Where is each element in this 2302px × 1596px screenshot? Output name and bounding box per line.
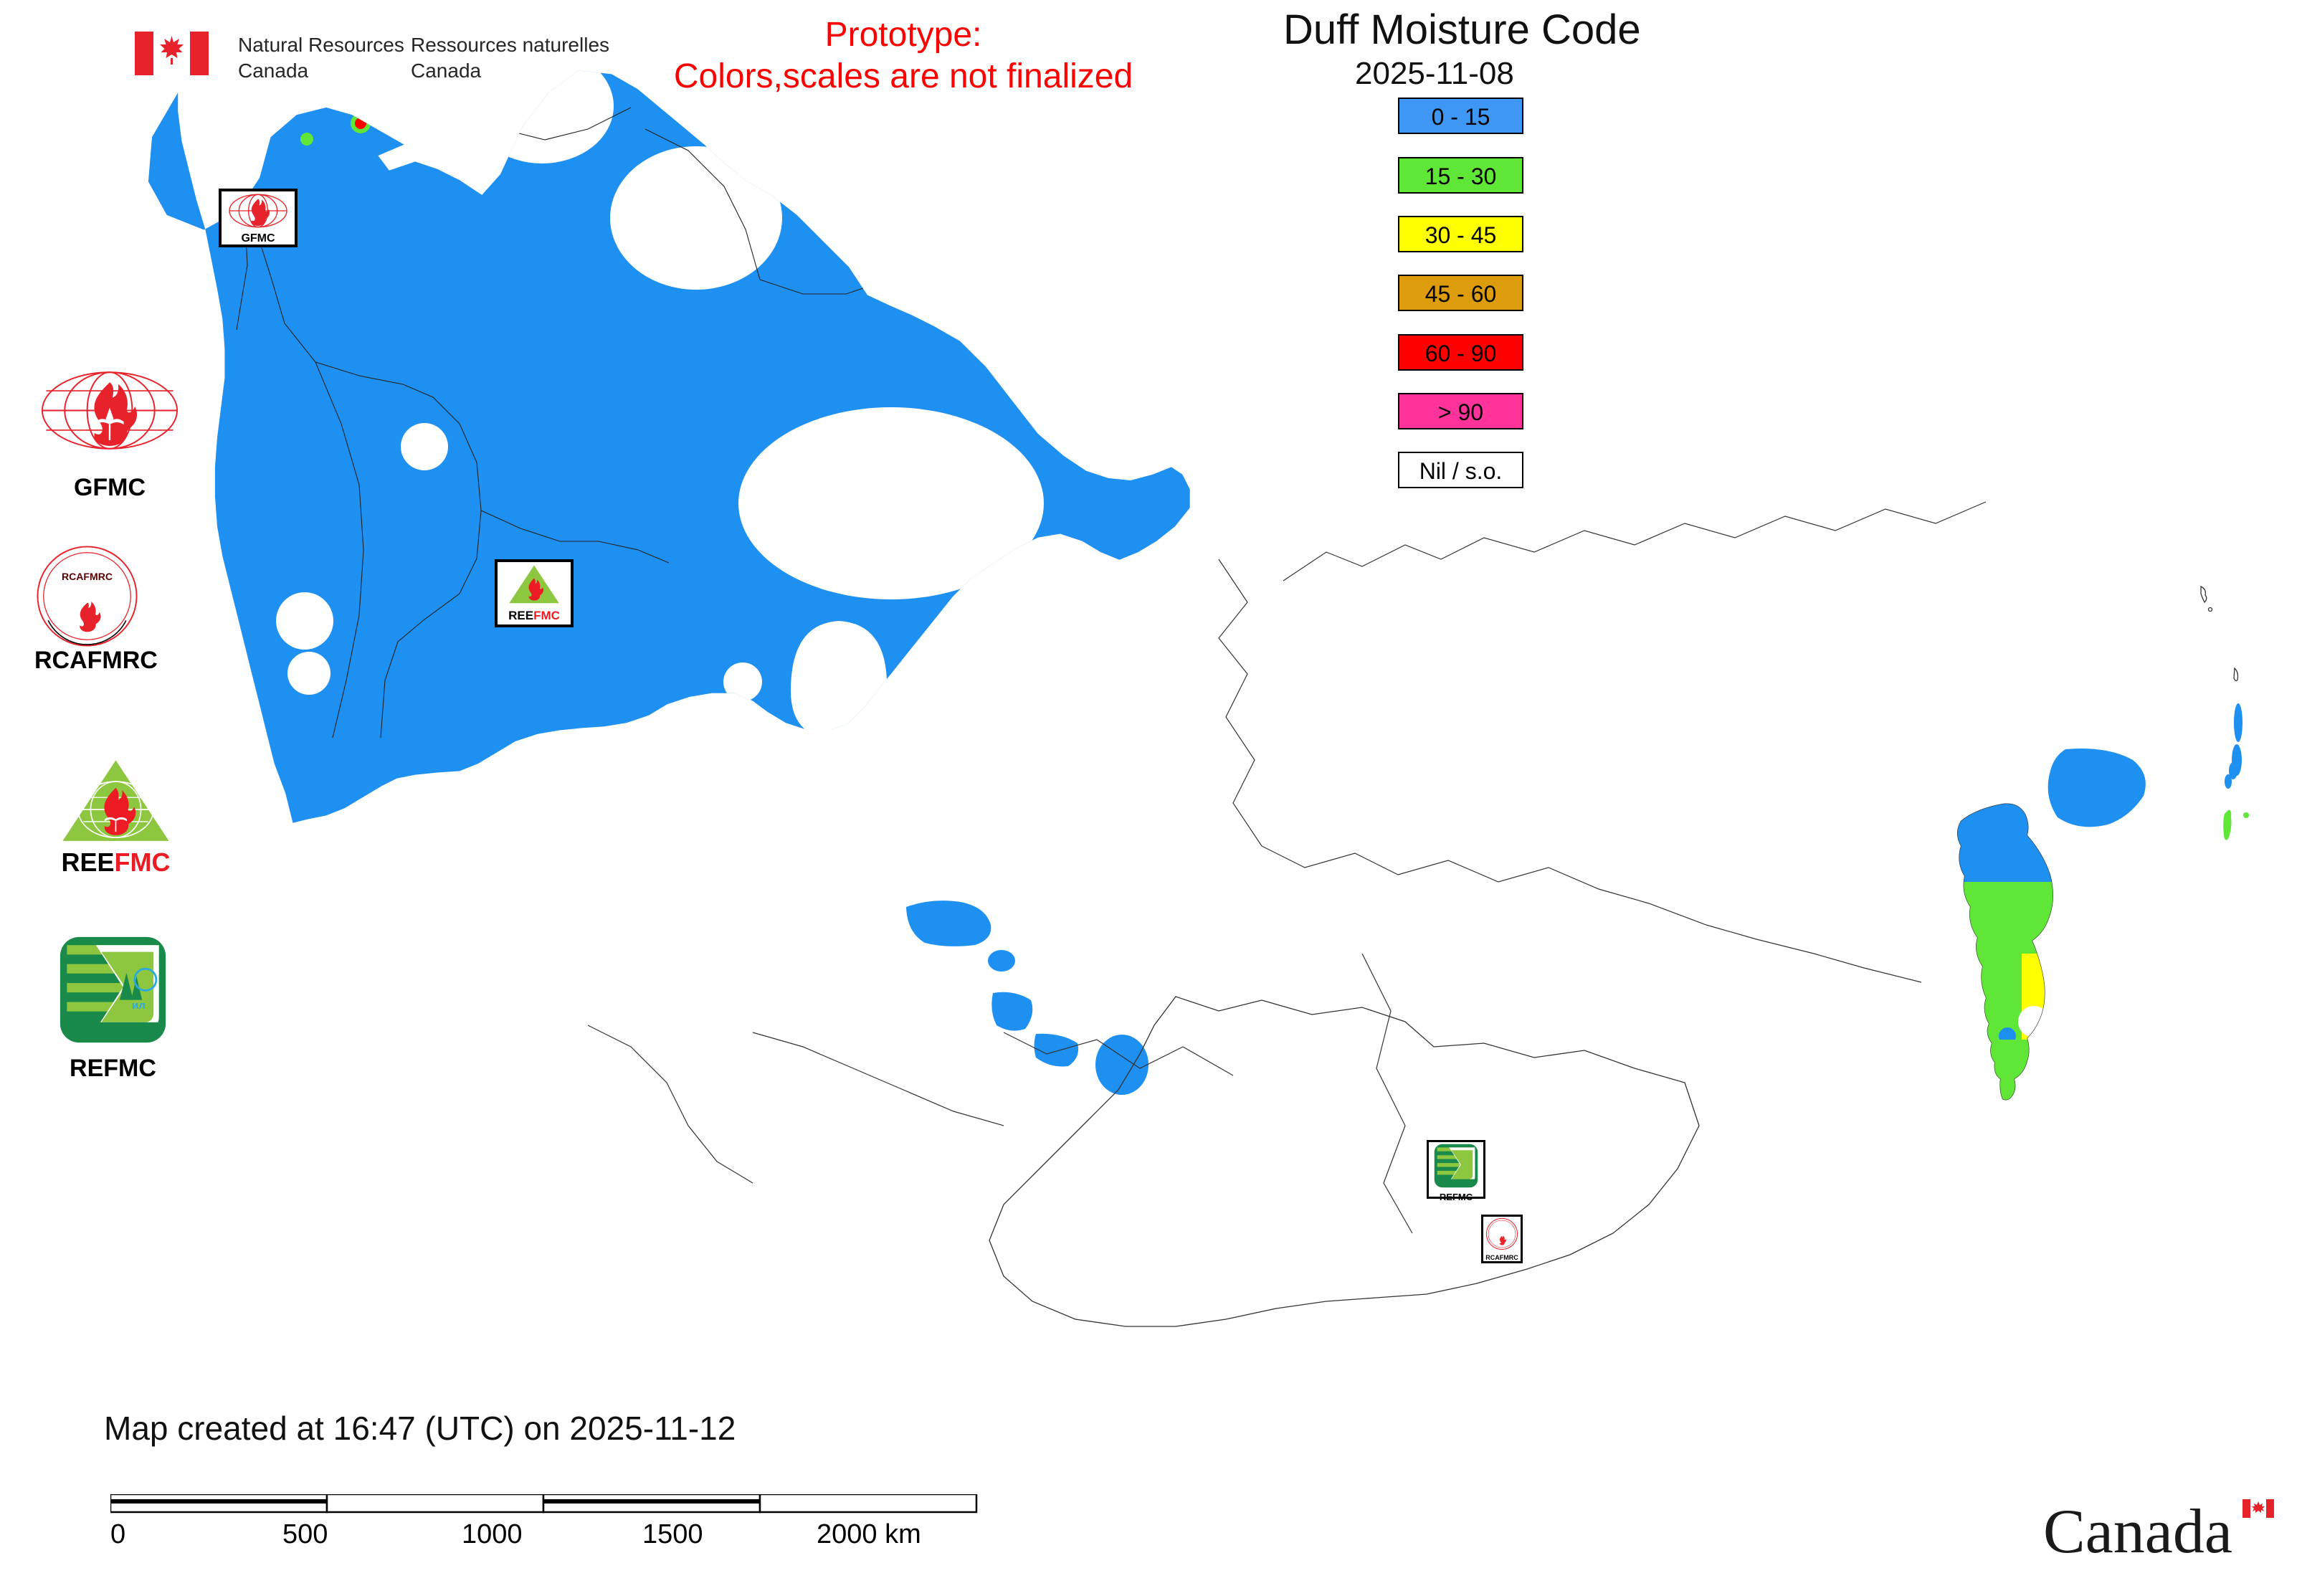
svg-text:500: 500 [282,1519,328,1549]
svg-text:1500: 1500 [642,1519,703,1549]
svg-text:2000 km: 2000 km [817,1519,921,1549]
svg-text:Canada: Canada [2043,1497,2232,1567]
svg-text:0: 0 [110,1519,125,1549]
svg-text:1000: 1000 [462,1519,523,1549]
